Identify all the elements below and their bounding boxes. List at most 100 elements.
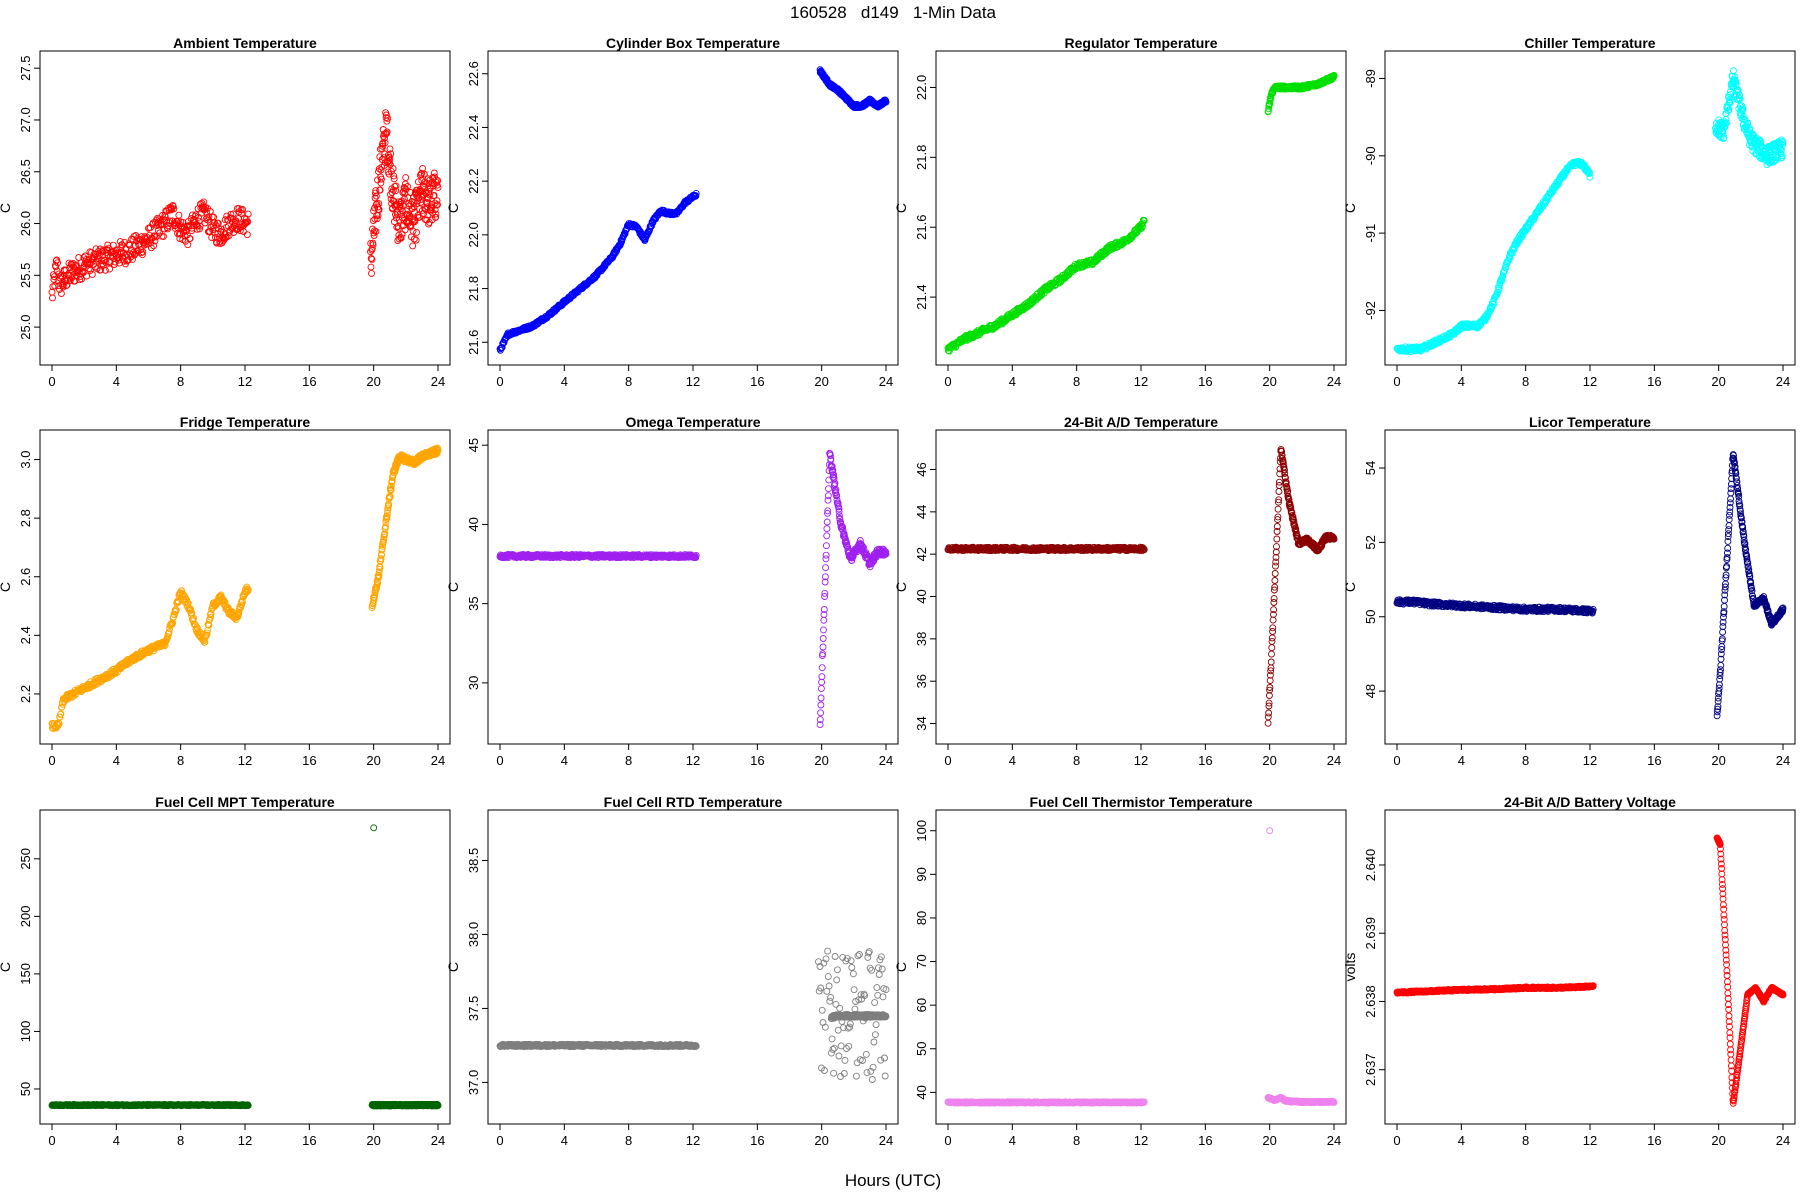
- data-point: [196, 222, 204, 230]
- data-point: [390, 218, 398, 226]
- x-tick-label: 12: [238, 374, 252, 389]
- data-point: [184, 241, 192, 249]
- data-point: [102, 258, 110, 266]
- data-point: [160, 232, 167, 240]
- y-tick-label: 2.8: [18, 509, 33, 527]
- data-point: [1270, 595, 1278, 603]
- data-point: [817, 709, 825, 717]
- data-point: [384, 114, 392, 122]
- x-tick-label: 0: [944, 374, 951, 389]
- y-tick-label: 22.4: [466, 115, 481, 140]
- data-point: [424, 175, 432, 183]
- panel-title: Ambient Temperature: [173, 35, 317, 51]
- y-tick-label: 40: [914, 589, 929, 603]
- x-tick-label: 16: [302, 753, 316, 768]
- x-tick-label: 12: [1134, 374, 1148, 389]
- data-point: [593, 271, 601, 279]
- data-point: [393, 223, 401, 231]
- x-tick-label: 4: [1009, 374, 1016, 389]
- data-point: [208, 234, 216, 242]
- y-axis-label: C: [1342, 203, 1358, 213]
- data-point: [1269, 624, 1277, 632]
- data-point: [817, 685, 825, 693]
- data-point: [1267, 658, 1275, 666]
- data-point: [822, 542, 830, 550]
- data-point: [692, 192, 700, 200]
- y-axis-label: C: [445, 203, 461, 213]
- data-point: [420, 170, 428, 178]
- data-point: [434, 201, 441, 209]
- x-tick-label: 8: [1073, 374, 1080, 389]
- y-tick-label: 27.0: [18, 107, 33, 132]
- data-point: [48, 288, 56, 296]
- y-tick-label: 35: [466, 596, 481, 610]
- data-point: [402, 174, 410, 182]
- data-point: [692, 189, 700, 197]
- y-tick-label: 22.6: [466, 61, 481, 86]
- data-point: [1271, 577, 1279, 584]
- data-point: [825, 485, 832, 493]
- data-point: [51, 282, 59, 290]
- data-point: [138, 251, 146, 259]
- data-point: [390, 172, 398, 180]
- data-point: [57, 290, 65, 298]
- data-point: [164, 225, 172, 233]
- data-point: [78, 268, 86, 275]
- y-tick-label: 44: [914, 505, 929, 519]
- data-points: [944, 71, 1338, 355]
- x-tick-label: 0: [48, 374, 55, 389]
- panel-title: Fridge Temperature: [180, 414, 311, 430]
- data-point: [175, 211, 183, 219]
- x-tick-label: 16: [1647, 374, 1661, 389]
- data-point: [817, 701, 825, 709]
- panel-title: Omega Temperature: [625, 414, 760, 430]
- x-tick-label: 16: [750, 374, 764, 389]
- data-point: [150, 232, 158, 240]
- data-point: [106, 259, 114, 267]
- data-point: [1269, 616, 1277, 624]
- data-point: [823, 525, 831, 533]
- x-tick-label: 20: [814, 753, 828, 768]
- y-tick-label: 45: [466, 438, 481, 452]
- data-point: [817, 694, 825, 702]
- data-point: [372, 192, 380, 200]
- x-tick-label: 16: [1198, 374, 1212, 389]
- x-tick-label: 4: [1458, 374, 1465, 389]
- x-tick-label: 16: [1198, 753, 1212, 768]
- y-tick-label: 38: [914, 632, 929, 646]
- y-tick-label: 2.4: [18, 626, 33, 644]
- y-tick-label: 21.4: [914, 284, 929, 309]
- data-point: [101, 266, 109, 274]
- data-point: [239, 206, 247, 213]
- data-point: [820, 616, 828, 624]
- data-point: [386, 154, 394, 162]
- data-point: [401, 226, 409, 234]
- data-point: [424, 195, 432, 203]
- data-point: [428, 204, 435, 212]
- y-tick-label: 46: [914, 462, 929, 476]
- y-tick-label: -89: [1363, 69, 1378, 88]
- data-point: [379, 142, 387, 150]
- data-point: [381, 139, 389, 147]
- y-axis-label: C: [445, 582, 461, 592]
- y-tick-label: -91: [1363, 224, 1378, 243]
- x-tick-label: 24: [1776, 374, 1790, 389]
- data-points: [496, 66, 890, 354]
- y-tick-label: 21.8: [466, 276, 481, 301]
- data-point: [434, 184, 442, 192]
- data-point: [368, 269, 375, 277]
- x-tick-label: 20: [366, 374, 380, 389]
- data-point: [242, 219, 250, 227]
- data-point: [824, 492, 832, 500]
- y-tick-label: 26.5: [18, 159, 33, 184]
- y-tick-label: 25.5: [18, 263, 33, 288]
- panel-title: 24-Bit A/D Temperature: [1064, 414, 1218, 430]
- y-tick-label: 22.0: [466, 222, 481, 247]
- data-point: [376, 186, 384, 194]
- data-point: [425, 180, 433, 188]
- data-point: [412, 236, 420, 244]
- data-point: [195, 217, 203, 225]
- x-tick-label: 12: [1134, 753, 1148, 768]
